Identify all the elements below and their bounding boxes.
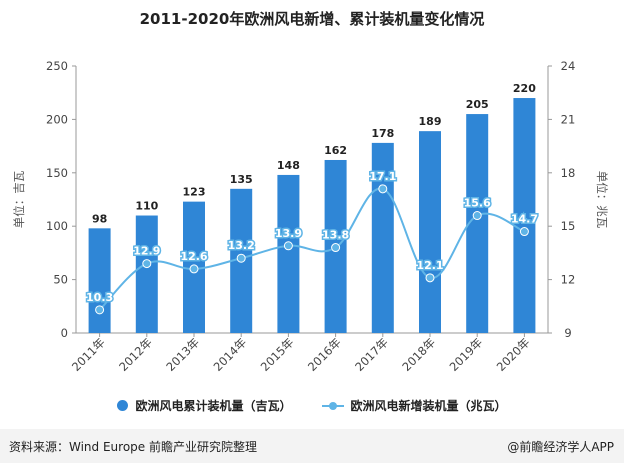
bar-data-label: 123: [183, 186, 206, 199]
line-data-label: 12.6: [180, 250, 207, 263]
bar-data-label: 110: [135, 200, 158, 213]
bar-data-label: 178: [371, 127, 394, 140]
bar-data-label: 189: [419, 115, 442, 128]
x-tick-label: 2014年: [211, 335, 250, 374]
x-tick-label: 2011年: [69, 335, 108, 374]
line-point: [425, 273, 435, 283]
line-data-label: 10.3: [86, 291, 113, 304]
line-point: [519, 227, 529, 237]
y-left-tick-label: 0: [61, 326, 68, 340]
y-right-tick-label: 12: [561, 273, 576, 287]
x-tick-label: 2015年: [258, 335, 297, 374]
line-data-label: 13.9: [275, 227, 302, 240]
legend-item-line[interactable]: 欧洲风电新增装机量（兆瓦）: [321, 397, 507, 414]
legend-bar-label: 欧洲风电累计装机量（吉瓦）: [135, 399, 292, 413]
legend-line-label: 欧洲风电新增装机量（兆瓦）: [350, 399, 507, 413]
line-data-label: 12.9: [133, 245, 160, 258]
line-point: [236, 253, 246, 263]
legend-item-bar[interactable]: 欧洲风电累计装机量（吉瓦）: [117, 397, 292, 414]
x-tick-label: 2018年: [399, 335, 438, 374]
bar-data-label: 162: [324, 144, 347, 157]
chart-title: 2011-2020年欧洲风电新增、累计装机量变化情况: [139, 10, 485, 28]
line-point: [331, 243, 341, 253]
legend-bar-marker: [117, 400, 129, 411]
line-data-label: 17.1: [369, 170, 396, 183]
line-point: [378, 184, 388, 194]
y-left-tick-label: 50: [53, 273, 68, 287]
x-tick-label: 2017年: [352, 335, 391, 374]
bar: [371, 142, 394, 333]
line-point: [142, 259, 152, 269]
legend: 欧洲风电累计装机量（吉瓦） 欧洲风电新增装机量（兆瓦）: [0, 397, 624, 414]
bar-data-label: 148: [277, 159, 300, 172]
line-data-label: 13.2: [228, 239, 255, 252]
y-left-axis-title: 单位：吉瓦: [12, 171, 26, 229]
line-point: [95, 305, 105, 315]
x-tick-label: 2020年: [494, 335, 533, 374]
line-data-label: 15.6: [464, 197, 491, 210]
x-tick-label: 2016年: [305, 335, 344, 374]
line-point: [189, 264, 199, 274]
footer: 资料来源：Wind Europe 前瞻产业研究院整理 @前瞻经济学人APP: [0, 429, 624, 463]
y-right-tick-label: 15: [561, 219, 576, 233]
x-tick-label: 2019年: [447, 335, 486, 374]
bar-data-label: 205: [466, 98, 489, 111]
bar: [135, 215, 158, 333]
bar-data-label: 98: [92, 212, 107, 225]
bar-data-label: 135: [230, 173, 253, 186]
bar: [419, 131, 441, 333]
line-data-label: 12.1: [416, 259, 443, 272]
y-right-axis-title: 单位：兆瓦: [595, 171, 609, 229]
y-right-tick-label: 18: [561, 166, 576, 180]
source-note: 资料来源：Wind Europe 前瞻产业研究院整理: [9, 440, 257, 454]
line-data-label: 14.7: [511, 213, 538, 226]
legend-line-marker: [321, 400, 344, 411]
line-data-label: 13.8: [322, 229, 349, 242]
y-right-tick-label: 24: [561, 59, 576, 73]
series-line: [98, 187, 525, 311]
chart-canvas: 0 50 100 150 200 250 9 12 15 18 21 24 单位：吉瓦 单位：兆瓦 98 11…: [12, 59, 609, 374]
bar: [277, 174, 300, 333]
bar: [513, 98, 536, 333]
y-left-tick-label: 250: [46, 59, 68, 73]
y-right-tick-label: 21: [561, 112, 576, 126]
line-point: [283, 241, 293, 251]
bar: [88, 228, 111, 333]
line-point: [472, 211, 482, 221]
y-left-tick-label: 200: [46, 112, 68, 126]
bar: [466, 114, 489, 333]
y-left-tick-label: 100: [46, 219, 68, 233]
brand-credit: @前瞻经济学人APP: [507, 440, 614, 454]
bar-data-label: 220: [513, 82, 536, 95]
y-left-tick-label: 150: [46, 166, 68, 180]
x-tick-label: 2012年: [116, 335, 155, 374]
y-right-tick-label: 9: [564, 326, 571, 340]
x-tick-label: 2013年: [163, 335, 202, 374]
